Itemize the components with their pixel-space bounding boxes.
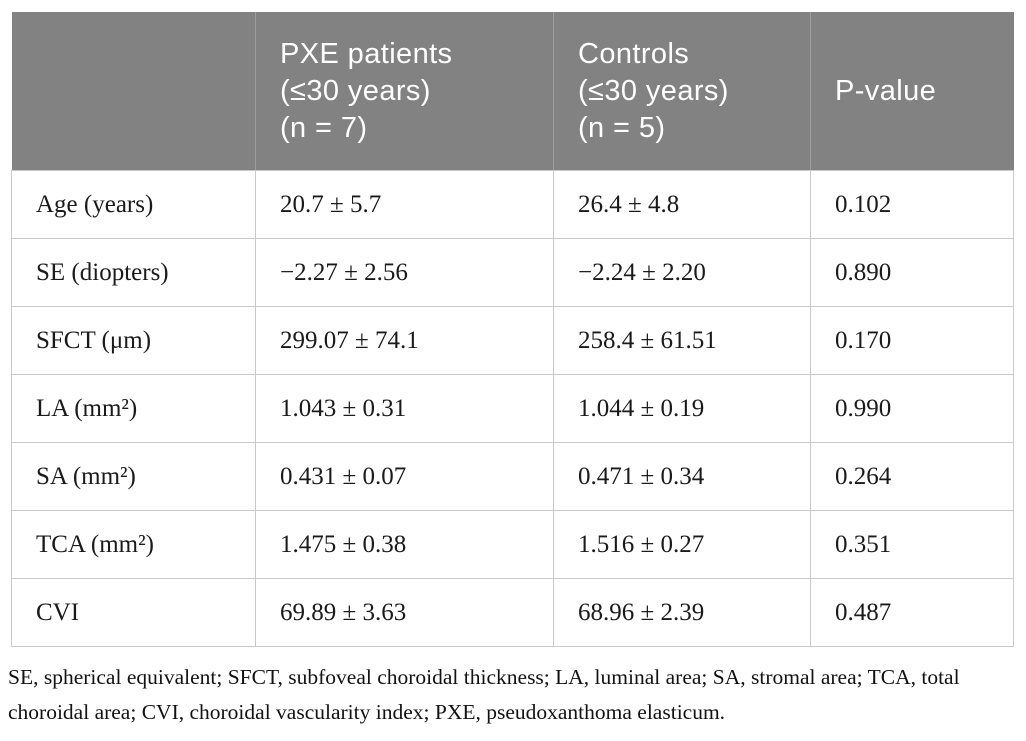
cell-controls-value: −2.24 ± 2.20 bbox=[553, 238, 811, 307]
cell-p-value: 0.170 bbox=[810, 306, 1014, 375]
cell-pxe-value: 299.07 ± 74.1 bbox=[255, 306, 554, 375]
cell-pxe-value: 20.7 ± 5.7 bbox=[255, 170, 554, 239]
table-header: PXE patients (≤30 years) (n = 7) Control… bbox=[11, 12, 1014, 171]
table-row-age: Age (years) 20.7 ± 5.7 26.4 ± 4.8 0.102 bbox=[11, 170, 1014, 239]
header-cell-empty bbox=[11, 12, 256, 171]
row-label: SA (mm²) bbox=[11, 442, 256, 511]
cell-pxe-value: 1.475 ± 0.38 bbox=[255, 510, 554, 579]
row-label: CVI bbox=[11, 578, 256, 647]
statistics-table-container: PXE patients (≤30 years) (n = 7) Control… bbox=[11, 12, 1014, 647]
header-row: PXE patients (≤30 years) (n = 7) Control… bbox=[11, 12, 1014, 171]
table-row-tca: TCA (mm²) 1.475 ± 0.38 1.516 ± 0.27 0.35… bbox=[11, 510, 1014, 579]
row-label: SE (diopters) bbox=[11, 238, 256, 307]
row-label: TCA (mm²) bbox=[11, 510, 256, 579]
cell-p-value: 0.487 bbox=[810, 578, 1014, 647]
row-label: LA (mm²) bbox=[11, 374, 256, 443]
cell-controls-value: 26.4 ± 4.8 bbox=[553, 170, 811, 239]
row-label: SFCT (μm) bbox=[11, 306, 256, 375]
header-cell-pxe-patients: PXE patients (≤30 years) (n = 7) bbox=[255, 12, 554, 171]
header-cell-p-value: P-value bbox=[810, 12, 1014, 171]
cell-p-value: 0.351 bbox=[810, 510, 1014, 579]
cell-pxe-value: 1.043 ± 0.31 bbox=[255, 374, 554, 443]
cell-controls-value: 258.4 ± 61.51 bbox=[553, 306, 811, 375]
cell-p-value: 0.264 bbox=[810, 442, 1014, 511]
table-row-sfct: SFCT (μm) 299.07 ± 74.1 258.4 ± 61.51 0.… bbox=[11, 306, 1014, 375]
statistics-table: PXE patients (≤30 years) (n = 7) Control… bbox=[11, 12, 1014, 647]
cell-pxe-value: 69.89 ± 3.63 bbox=[255, 578, 554, 647]
row-label: Age (years) bbox=[11, 170, 256, 239]
table-row-se: SE (diopters) −2.27 ± 2.56 −2.24 ± 2.20 … bbox=[11, 238, 1014, 307]
table-row-cvi: CVI 69.89 ± 3.63 68.96 ± 2.39 0.487 bbox=[11, 578, 1014, 647]
cell-controls-value: 1.516 ± 0.27 bbox=[553, 510, 811, 579]
cell-p-value: 0.102 bbox=[810, 170, 1014, 239]
cell-controls-value: 1.044 ± 0.19 bbox=[553, 374, 811, 443]
abbreviations-footnote: SE, spherical equivalent; SFCT, subfovea… bbox=[8, 665, 960, 724]
cell-pxe-value: −2.27 ± 2.56 bbox=[255, 238, 554, 307]
cell-p-value: 0.990 bbox=[810, 374, 1014, 443]
table-body: Age (years) 20.7 ± 5.7 26.4 ± 4.8 0.102 … bbox=[11, 170, 1014, 647]
cell-controls-value: 0.471 ± 0.34 bbox=[553, 442, 811, 511]
header-cell-controls: Controls (≤30 years) (n = 5) bbox=[553, 12, 811, 171]
table-row-sa: SA (mm²) 0.431 ± 0.07 0.471 ± 0.34 0.264 bbox=[11, 442, 1014, 511]
cell-p-value: 0.890 bbox=[810, 238, 1014, 307]
table-row-la: LA (mm²) 1.043 ± 0.31 1.044 ± 0.19 0.990 bbox=[11, 374, 1014, 443]
cell-pxe-value: 0.431 ± 0.07 bbox=[255, 442, 554, 511]
cell-controls-value: 68.96 ± 2.39 bbox=[553, 578, 811, 647]
